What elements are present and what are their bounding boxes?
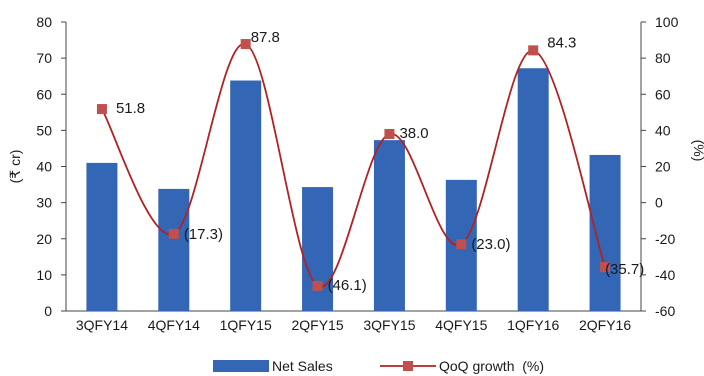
x-tick-label: 3QFY15 <box>363 317 415 333</box>
right-tick-label: -40 <box>655 267 675 283</box>
left-tick-label: 10 <box>36 267 52 283</box>
qoq-growth-data-label: (23.0) <box>471 236 510 253</box>
right-tick-label: 0 <box>655 195 663 211</box>
net-sales-bar <box>517 68 549 312</box>
legend-net-sales-label: Net Sales <box>272 358 333 374</box>
x-tick-label: 2QFY15 <box>291 317 343 333</box>
qoq-growth-data-label: 51.8 <box>116 100 145 117</box>
left-tick-label: 0 <box>44 303 52 319</box>
left-tick-label: 60 <box>36 86 52 102</box>
qoq-growth-marker <box>384 128 395 139</box>
left-tick-labels: 0 10 20 30 40 50 60 70 80 <box>36 14 52 319</box>
right-tick-label: 60 <box>655 86 671 102</box>
qoq-growth-marker <box>456 239 467 250</box>
legend-qoq-growth-label: QoQ growth (%) <box>439 358 544 374</box>
left-tick-label: 40 <box>36 159 52 175</box>
legend: Net Sales QoQ growth (%) <box>213 358 544 374</box>
qoq-growth-marker <box>528 45 539 56</box>
right-tick-label: -20 <box>655 231 675 247</box>
net-sales-bar <box>230 80 262 312</box>
left-tick-label: 70 <box>36 50 52 66</box>
right-tick-label: -60 <box>655 303 675 319</box>
net-sales-bars <box>86 68 621 312</box>
qoq-growth-data-label: 87.8 <box>251 29 280 46</box>
x-tick-label: 1QFY15 <box>220 317 272 333</box>
net-sales-bar <box>158 188 190 311</box>
x-tick-label: 3QFY14 <box>76 317 128 333</box>
x-tick-label: 4QFY14 <box>148 317 200 333</box>
qoq-growth-data-label: (46.1) <box>328 277 367 294</box>
qoq-growth-data-label: 84.3 <box>547 34 576 51</box>
qoq-growth-data-label: (17.3) <box>184 226 223 243</box>
legend-line-marker <box>403 361 413 371</box>
qoq-growth-marker <box>168 228 179 239</box>
qoq-growth-data-label: (35.7) <box>605 261 644 278</box>
qoq-growth-marker <box>600 262 611 273</box>
qoq-growth-marker <box>312 280 323 291</box>
net-sales-bar <box>589 154 621 311</box>
left-tick-label: 20 <box>36 231 52 247</box>
legend-bar-swatch <box>213 360 269 372</box>
x-tick-label: 1QFY16 <box>507 317 559 333</box>
left-axis-title: (₹ cr) <box>7 150 23 184</box>
qoq-growth-line <box>101 43 606 288</box>
left-tick-label: 80 <box>36 14 52 30</box>
right-tick-label: 20 <box>655 159 671 175</box>
right-axis-title: (%) <box>691 140 704 162</box>
left-tick-label: 30 <box>36 195 52 211</box>
qoq-growth-marker <box>240 39 251 50</box>
right-tick-labels: -60 -40 -20 0 20 40 60 80 100 <box>655 14 679 319</box>
right-tick-label: 40 <box>655 122 671 138</box>
net-sales-bar <box>86 162 118 311</box>
qoq-growth-data-label: 38.0 <box>399 125 428 142</box>
left-tick-label: 50 <box>36 122 52 138</box>
x-tick-label: 4QFY15 <box>435 317 487 333</box>
net-sales-bar <box>373 140 405 311</box>
right-tick-label: 100 <box>655 14 679 30</box>
x-tick-label: 2QFY16 <box>579 317 631 333</box>
right-tick-label: 80 <box>655 50 671 66</box>
qoq-growth-marker <box>96 104 107 115</box>
qoq-growth-line-layer: 51.8 (17.3) 87.8 (46.1) 38.0 (23.0) 84.3 (35.7) <box>96 29 644 294</box>
x-tick-labels: 3QFY14 4QFY14 1QFY15 2QFY15 3QFY15 4QFY15 1QFY… <box>76 317 631 333</box>
